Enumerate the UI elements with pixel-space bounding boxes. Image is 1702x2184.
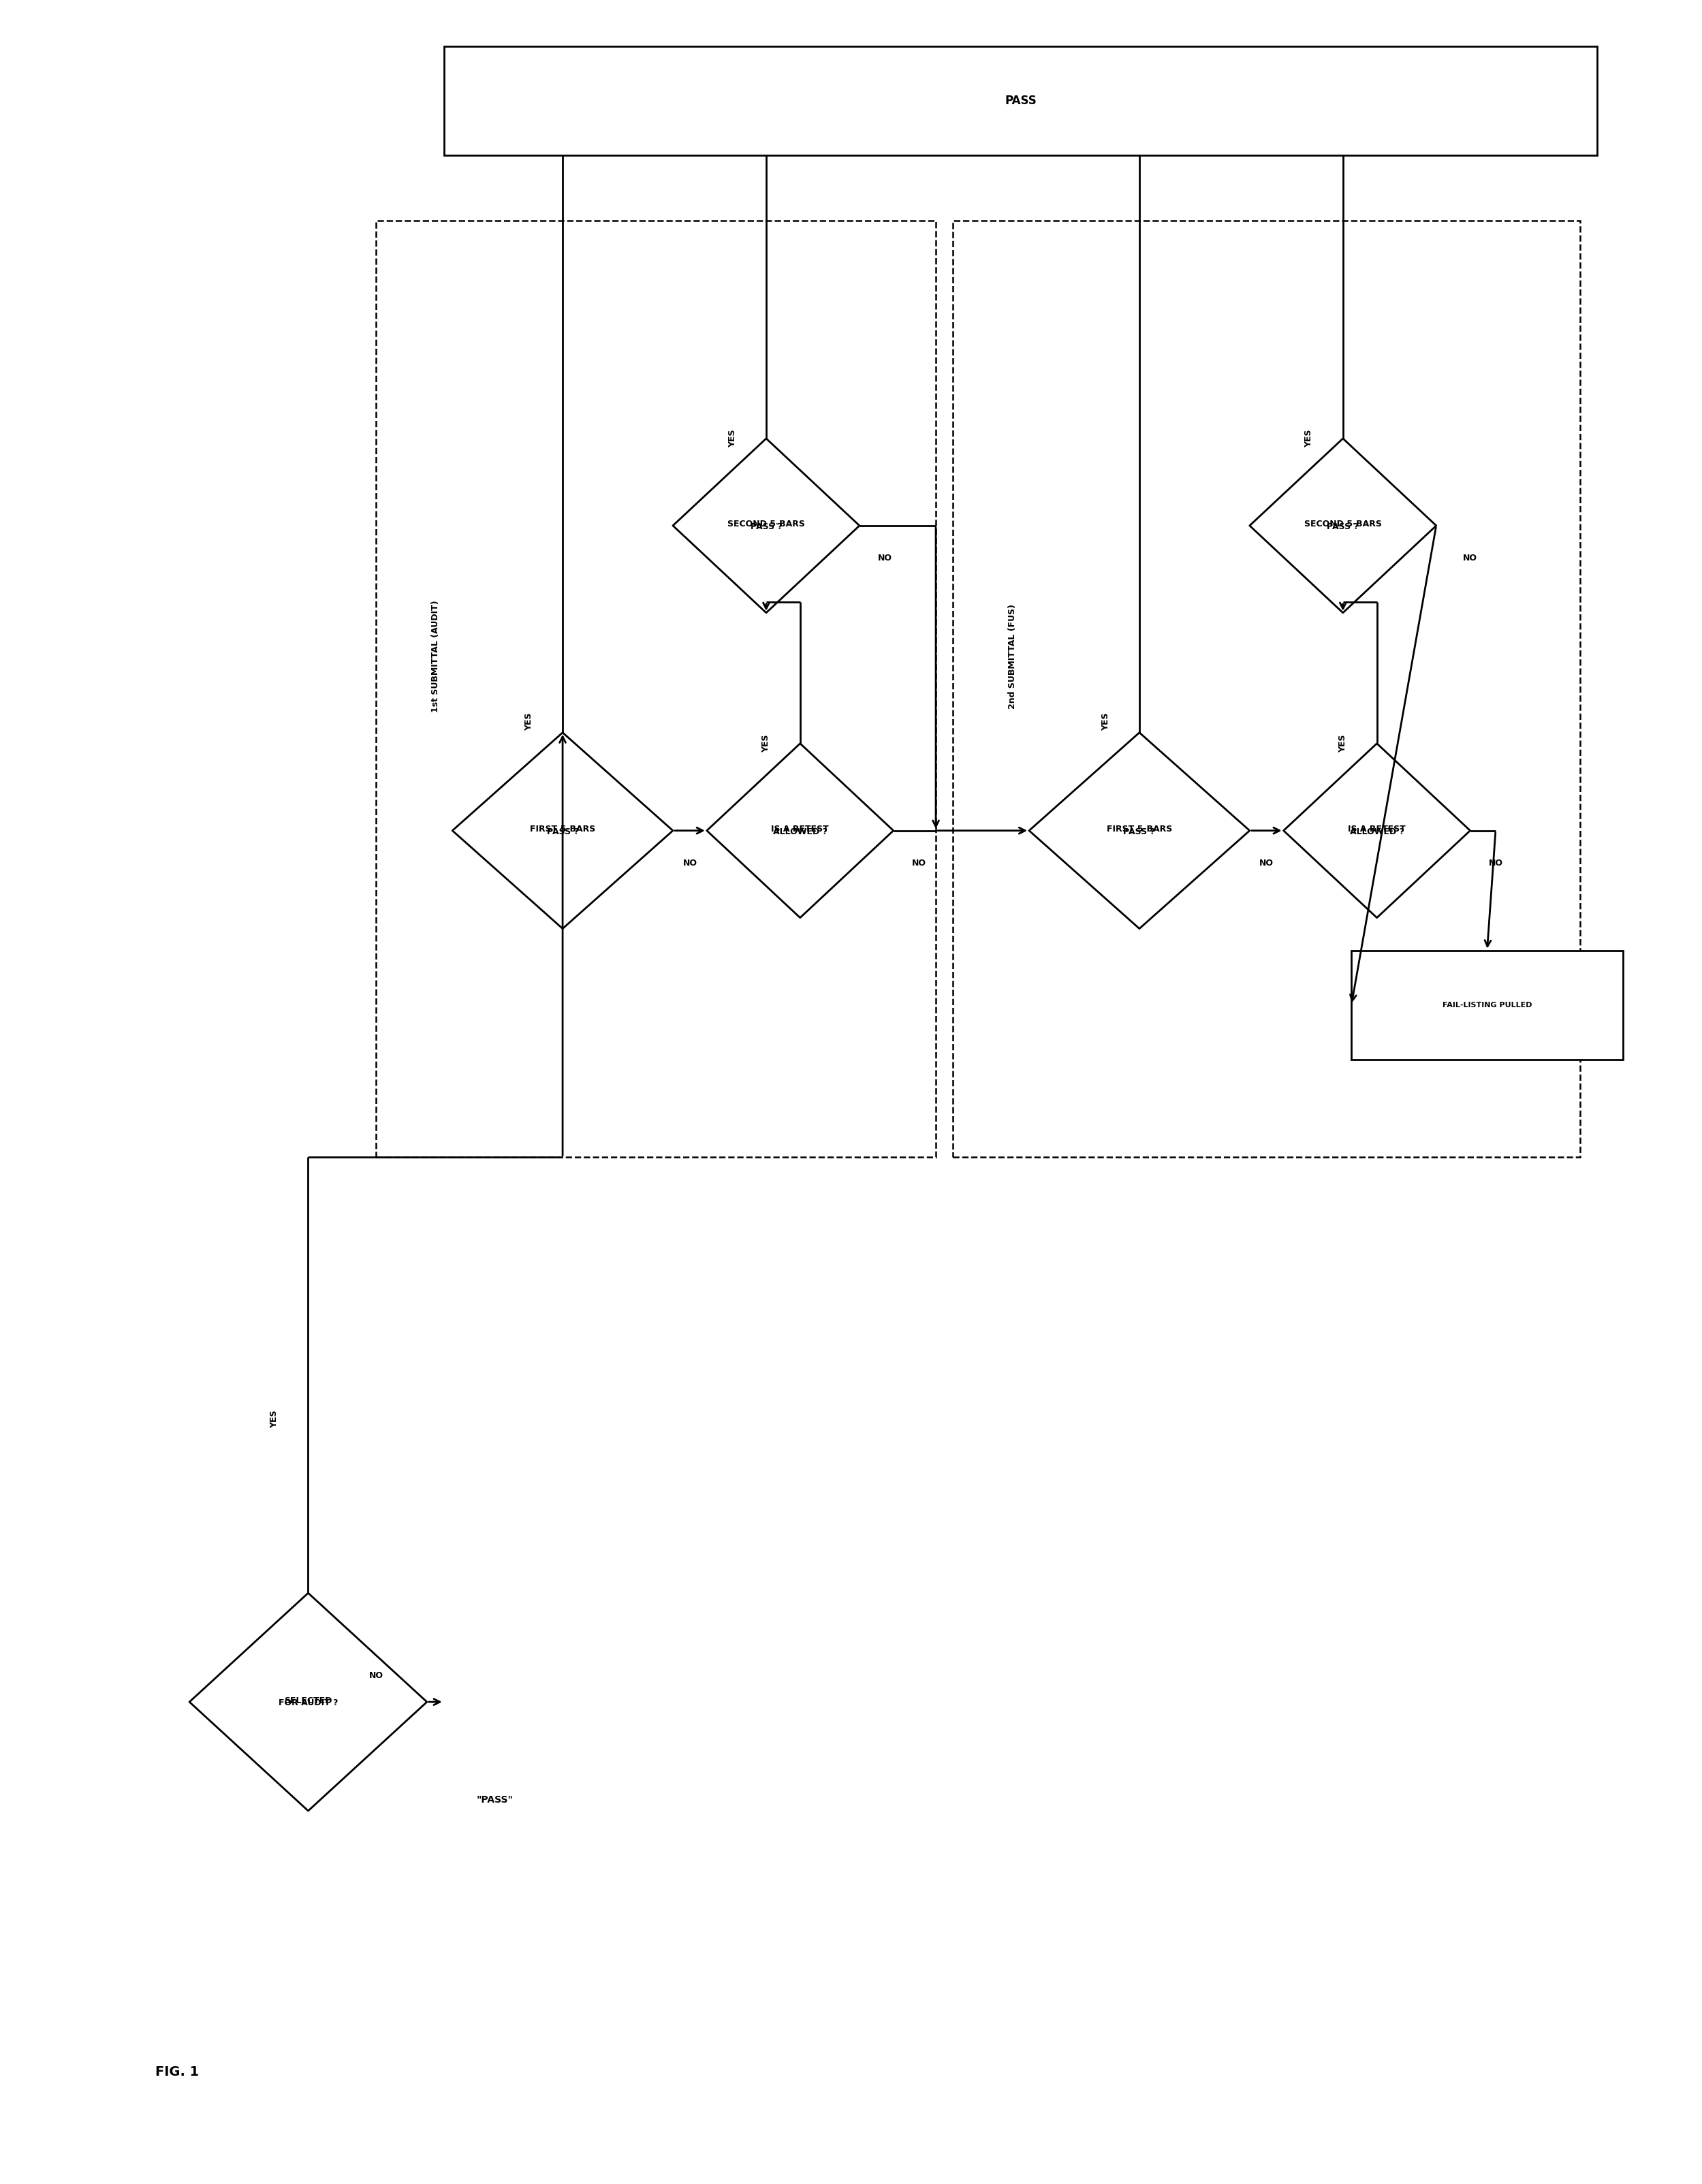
Text: NO: NO <box>912 858 926 867</box>
Bar <box>1351 950 1622 1059</box>
Text: SECOND 5-BARS: SECOND 5-BARS <box>727 520 805 529</box>
Text: FAIL-LISTING PULLED: FAIL-LISTING PULLED <box>1442 1002 1532 1009</box>
Text: FIG. 1: FIG. 1 <box>155 2066 199 2079</box>
Text: FIRST 5-BARS: FIRST 5-BARS <box>1106 826 1173 834</box>
Text: FOR AUDIT ?: FOR AUDIT ? <box>279 1699 339 1708</box>
Text: YES: YES <box>1338 734 1348 753</box>
Text: "PASS": "PASS" <box>477 1795 512 1804</box>
Text: PASS ?: PASS ? <box>1123 828 1156 836</box>
Text: NO: NO <box>1489 858 1503 867</box>
Text: ALLOWED ?: ALLOWED ? <box>773 828 827 836</box>
Text: YES: YES <box>271 1409 279 1428</box>
Text: NO: NO <box>683 858 698 867</box>
Text: NO: NO <box>878 555 892 563</box>
Text: NO: NO <box>1259 858 1273 867</box>
Text: PASS: PASS <box>1004 94 1037 107</box>
Text: 1st SUBMITTAL (AUDIT): 1st SUBMITTAL (AUDIT) <box>431 601 439 712</box>
Text: YES: YES <box>1304 430 1314 448</box>
Text: IS A RETEST: IS A RETEST <box>771 826 829 834</box>
Text: PASS ?: PASS ? <box>751 522 783 531</box>
Text: FIRST 5-BARS: FIRST 5-BARS <box>529 826 596 834</box>
Text: IS A RETEST: IS A RETEST <box>1348 826 1406 834</box>
Text: ALLOWED ?: ALLOWED ? <box>1350 828 1404 836</box>
Text: PASS ?: PASS ? <box>1328 522 1358 531</box>
Text: YES: YES <box>1101 712 1110 732</box>
Bar <box>444 46 1598 155</box>
Text: SELECTED: SELECTED <box>284 1697 332 1706</box>
Text: PASS ?: PASS ? <box>546 828 579 836</box>
Bar <box>953 221 1581 1158</box>
Text: NO: NO <box>1464 555 1477 563</box>
Text: NO: NO <box>369 1671 383 1679</box>
Text: YES: YES <box>728 430 737 448</box>
Text: SECOND 5-BARS: SECOND 5-BARS <box>1304 520 1382 529</box>
Bar <box>376 221 936 1158</box>
Text: YES: YES <box>762 734 771 753</box>
Text: YES: YES <box>524 712 533 732</box>
Text: 2nd SUBMITTAL (FUS): 2nd SUBMITTAL (FUS) <box>1008 605 1016 710</box>
